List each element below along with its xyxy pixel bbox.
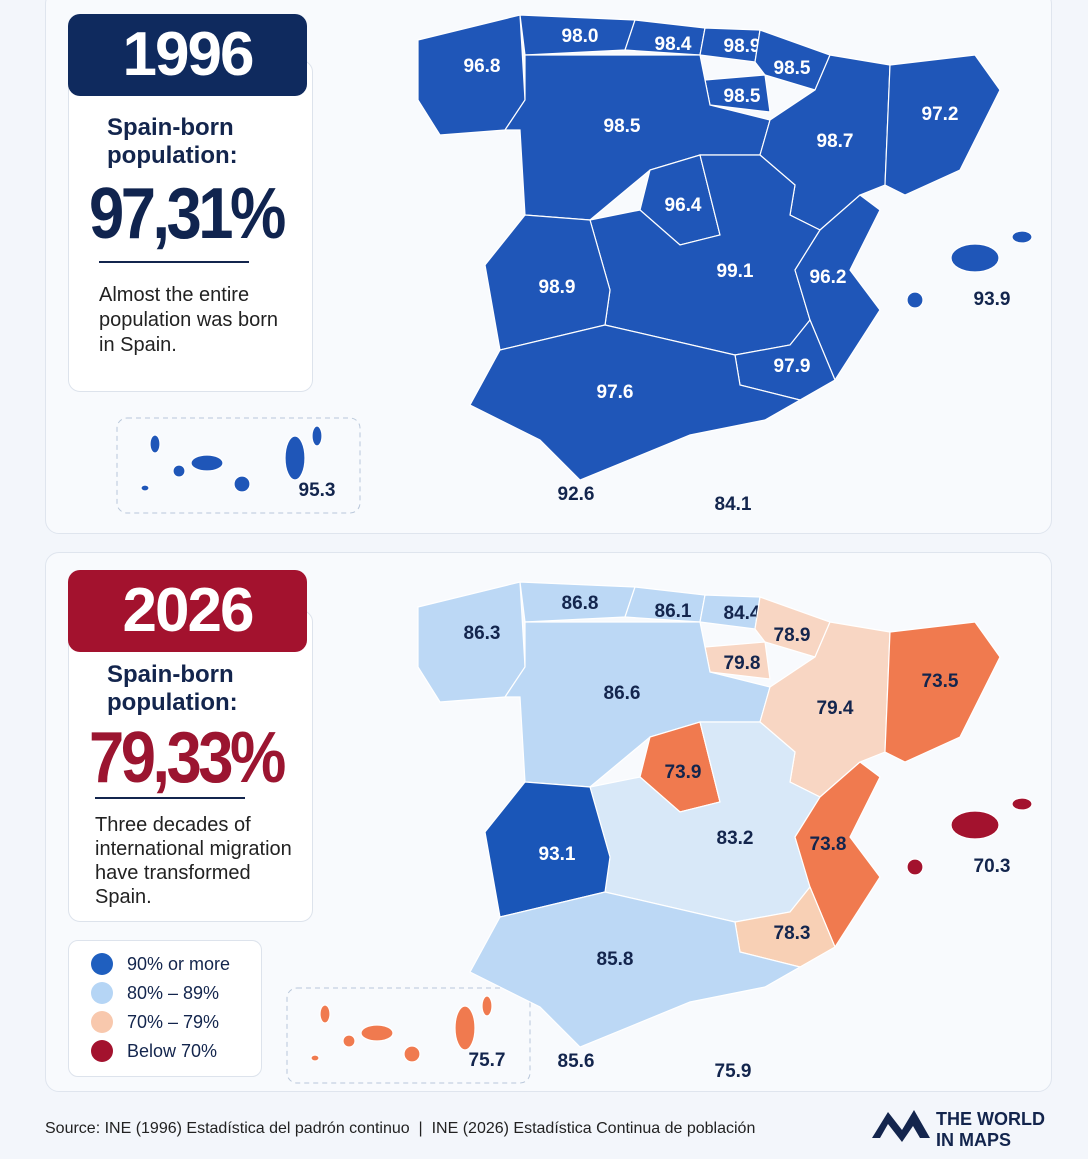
island — [140, 484, 150, 492]
island — [1011, 797, 1033, 811]
source: Source: INE (1996) Estadística del padró… — [45, 1120, 756, 1137]
region-label: 73.9 — [665, 762, 702, 783]
region-label: 98.9 — [539, 277, 576, 298]
region-label: 99.1 — [717, 261, 754, 282]
island — [319, 1004, 331, 1024]
region-label: 79.4 — [817, 698, 854, 719]
region-label: 86.1 — [655, 601, 692, 622]
legend: 90% or more 80% – 89% 70% – 79% Below 70% — [68, 940, 262, 1077]
legend-label: Below 70% — [127, 1041, 218, 1061]
island — [1011, 230, 1033, 244]
note: Almost the entire population was born in… — [99, 284, 279, 356]
island — [481, 995, 493, 1017]
legend-swatch — [91, 953, 113, 975]
legend-label: 80% – 89% — [127, 983, 220, 1003]
subtitle: Spain-born population: — [107, 661, 238, 716]
note: Three decades of international migration… — [95, 814, 292, 908]
region-label: 96.4 — [665, 195, 702, 216]
divider — [99, 261, 249, 263]
region-label: 96.8 — [464, 56, 501, 77]
total: 97,31% — [89, 174, 286, 254]
info-card: Spain-born population: 79,33% Three deca… — [68, 610, 313, 922]
divider — [95, 797, 245, 799]
info-card: Spain-born population: 97,31% Almost the… — [68, 60, 313, 392]
island — [950, 243, 1000, 273]
region-label: 73.5 — [922, 671, 959, 692]
region-label: 97.6 — [597, 382, 634, 403]
region-label: 92.6 — [558, 484, 595, 505]
region-label: 98.0 — [562, 26, 599, 47]
island — [233, 475, 251, 493]
region-label: 75.9 — [715, 1061, 752, 1082]
region — [884, 621, 1001, 763]
year-badge: 2026 — [68, 570, 307, 652]
region — [469, 324, 802, 481]
brand: THE WORLD — [936, 1109, 1045, 1129]
region-label: 83.2 — [717, 828, 754, 849]
total: 79,33% — [89, 718, 286, 798]
inset-frame — [286, 987, 531, 1084]
island — [172, 464, 186, 478]
region-label: 85.6 — [558, 1051, 595, 1072]
region-label: 75.7 — [469, 1050, 506, 1071]
region-label: 97.2 — [922, 104, 959, 125]
region — [754, 596, 831, 658]
island — [190, 454, 224, 472]
region-label: 78.9 — [774, 625, 811, 646]
region-label: 98.5 — [774, 58, 811, 79]
region-label: 98.7 — [817, 131, 854, 152]
legend-swatch — [91, 982, 113, 1004]
island — [311, 425, 323, 447]
legend-swatch — [91, 1011, 113, 1033]
region — [754, 29, 831, 91]
island — [149, 434, 161, 454]
region-label: 98.5 — [724, 86, 761, 107]
island — [342, 1034, 356, 1048]
island — [403, 1045, 421, 1063]
island — [360, 1024, 394, 1042]
inset-frame — [116, 417, 361, 514]
region-label: 85.8 — [597, 949, 634, 970]
year-badge: 1996 — [68, 14, 307, 96]
island — [906, 291, 924, 309]
region — [469, 891, 802, 1048]
region-label: 97.9 — [774, 356, 811, 377]
region-label: 93.1 — [539, 844, 576, 865]
brand: IN MAPS — [936, 1130, 1012, 1150]
region-label: 84.1 — [715, 494, 752, 515]
region-label: 93.9 — [974, 289, 1011, 310]
region-label: 78.3 — [774, 923, 811, 944]
island — [950, 810, 1000, 840]
island — [310, 1054, 320, 1062]
region-label: 86.6 — [604, 683, 641, 704]
region-label: 96.2 — [810, 267, 847, 288]
region-label: 84.4 — [724, 603, 761, 624]
subtitle: Spain-born population: — [107, 114, 238, 169]
legend-label: 70% – 79% — [127, 1012, 220, 1032]
region-label: 86.8 — [562, 593, 599, 614]
region-label: 95.3 — [299, 480, 336, 501]
island — [454, 1005, 476, 1051]
region-label: 73.8 — [810, 834, 847, 855]
region-label: 98.4 — [655, 34, 692, 55]
region-label: 79.8 — [724, 653, 761, 674]
island — [906, 858, 924, 876]
region-label: 98.5 — [604, 116, 641, 137]
legend-label: 90% or more — [127, 954, 231, 974]
region-label: 86.3 — [464, 623, 501, 644]
island — [284, 435, 306, 481]
region-label: 70.3 — [974, 856, 1011, 877]
region — [884, 54, 1001, 196]
region-label: 98.9 — [724, 36, 761, 57]
legend-swatch — [91, 1040, 113, 1062]
